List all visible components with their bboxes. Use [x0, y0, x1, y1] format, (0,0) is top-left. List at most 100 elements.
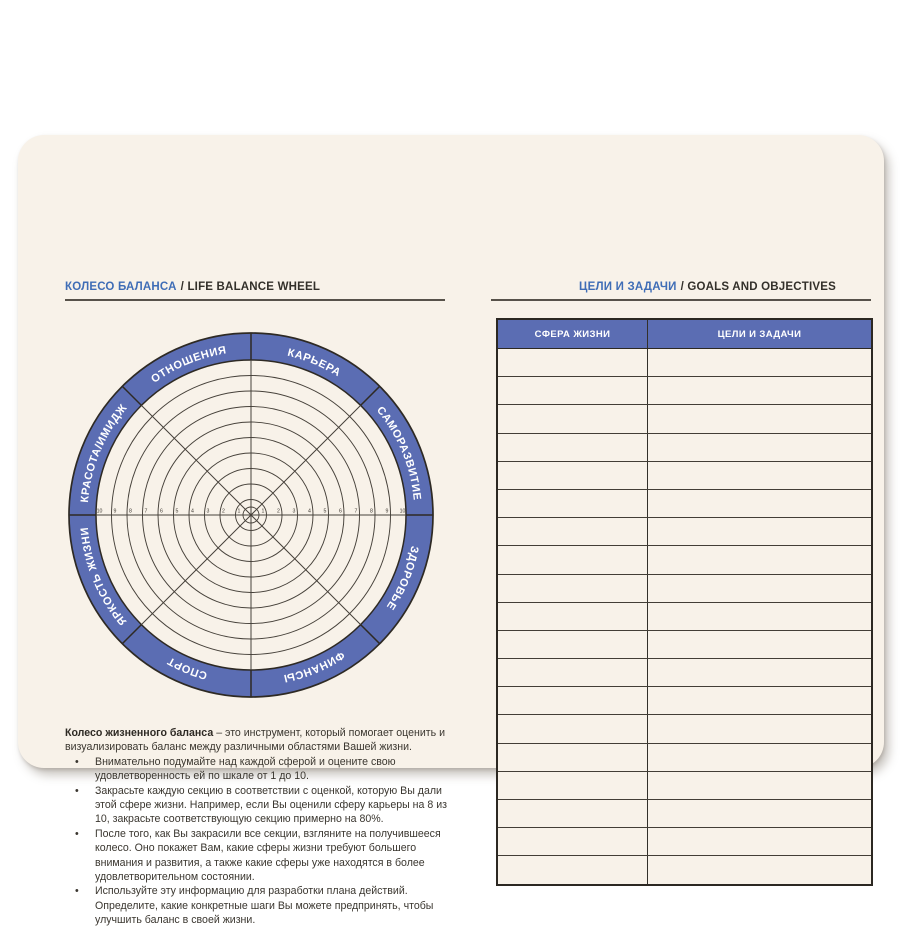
column-header-life-sphere: СФЕРА ЖИЗНИ [496, 318, 648, 349]
life-sphere-cell[interactable] [497, 347, 648, 378]
wheel-scale-number: 10 [97, 508, 103, 514]
goals-cell[interactable] [647, 488, 872, 519]
life-sphere-cell[interactable] [497, 432, 648, 462]
life-sphere-cell[interactable] [497, 742, 648, 772]
wheel-scale-number: 4 [308, 508, 311, 514]
goals-table-row [497, 432, 872, 462]
goals-table-row [497, 742, 872, 772]
goals-table-row [497, 855, 872, 886]
goals-table-row [497, 376, 872, 406]
instruction-bullet: После того, как Вы закрасили все секции,… [65, 827, 457, 885]
right-header-rule [491, 299, 871, 301]
wheel-scale-number: 3 [293, 508, 296, 514]
right-page-title-en: / GOALS AND OBJECTIVES [680, 281, 836, 293]
wheel-scale-number: 5 [324, 508, 327, 514]
life-sphere-cell[interactable] [497, 404, 648, 434]
goals-cell[interactable] [647, 770, 872, 801]
goals-cell[interactable] [647, 601, 872, 631]
right-page-title: ЦЕЛИ И ЗАДАЧИ / GOALS AND OBJECTIVES [579, 281, 836, 293]
instructions-intro-lead: Колесо жизненного баланса [65, 727, 214, 739]
goals-cell[interactable] [647, 714, 872, 744]
goals-cell[interactable] [647, 827, 872, 857]
goals-table-row [497, 798, 872, 829]
left-page-title: КОЛЕСО БАЛАНСА / LIFE BALANCE WHEEL [65, 281, 320, 293]
goals-table-header-row: СФЕРА ЖИЗНИ ЦЕЛИ И ЗАДАЧИ [496, 318, 873, 349]
goals-cell[interactable] [647, 460, 872, 490]
life-sphere-cell[interactable] [497, 629, 648, 660]
instructions-intro-rest: – это инструмент, который помогает оцени… [65, 727, 446, 754]
instructions-bullet-list: Внимательно подумайте над каждой сферой … [65, 755, 457, 928]
life-sphere-cell[interactable] [497, 827, 648, 857]
wheel-scale-number: 2 [277, 508, 280, 514]
goals-table-row [497, 488, 872, 519]
life-sphere-cell[interactable] [497, 545, 648, 575]
instruction-bullet: Закрасьте каждую секцию в соответствии с… [65, 784, 457, 827]
wheel-scale-number: 9 [386, 508, 389, 514]
wheel-scale-number: 4 [191, 508, 194, 514]
life-sphere-cell[interactable] [497, 601, 648, 631]
wheel-scale-number: 2 [222, 508, 225, 514]
goals-table-row [497, 545, 872, 575]
wheel-scale-number: 1 [262, 508, 265, 514]
life-sphere-cell[interactable] [497, 517, 648, 547]
goals-cell[interactable] [647, 545, 872, 575]
right-page-title-ru: ЦЕЛИ И ЗАДАЧИ [579, 281, 677, 293]
wheel-scale-number: 1 [238, 508, 241, 514]
planner-page-spread: КОЛЕСО БАЛАНСА / LIFE BALANCE WHEEL 1 1 2 2 3… [18, 135, 884, 926]
life-sphere-cell[interactable] [497, 460, 648, 490]
goals-table-row [497, 517, 872, 547]
life-sphere-cell[interactable] [497, 658, 648, 688]
goals-table-row [497, 827, 872, 857]
left-header-rule [65, 299, 445, 301]
wheel-instructions: Колесо жизненного баланса – это инструме… [65, 726, 457, 928]
life-balance-wheel: 1 12 23 34 45 56 67 78 89 910 10КАРЬЕРАСАМОРАЗВИТИ… [68, 332, 434, 698]
left-page-title-ru: КОЛЕСО БАЛАНСА [65, 281, 177, 293]
life-sphere-cell[interactable] [497, 376, 648, 406]
goals-table-row [497, 573, 872, 603]
goals-table-row [497, 658, 872, 688]
goals-cell[interactable] [647, 629, 872, 660]
goals-table-row [497, 686, 872, 716]
goals-table-row [497, 601, 872, 631]
goals-table-row [497, 460, 872, 490]
goals-table-row [497, 714, 872, 744]
goals-table-row [497, 629, 872, 660]
goals-cell[interactable] [647, 404, 872, 434]
wheel-scale-number: 3 [207, 508, 210, 514]
instruction-bullet: Внимательно подумайте над каждой сферой … [65, 755, 457, 784]
wheel-scale-number: 7 [355, 508, 358, 514]
wheel-scale-number: 8 [129, 508, 132, 514]
goals-cell[interactable] [647, 658, 872, 688]
instructions-intro: Колесо жизненного баланса – это инструме… [65, 726, 457, 755]
goals-cell[interactable] [647, 347, 872, 378]
wheel-scale-number: 8 [370, 508, 373, 514]
life-sphere-cell[interactable] [497, 686, 648, 716]
wheel-scale-number: 5 [176, 508, 179, 514]
wheel-scale-number: 9 [114, 508, 117, 514]
wheel-scale-number: 6 [339, 508, 342, 514]
wheel-scale-number: 7 [145, 508, 148, 514]
goals-cell[interactable] [647, 855, 872, 886]
life-sphere-cell[interactable] [497, 770, 648, 801]
goals-cell[interactable] [647, 573, 872, 603]
goals-table-row [497, 770, 872, 801]
goals-cell[interactable] [647, 432, 872, 462]
goals-table-row [497, 404, 872, 434]
life-sphere-cell[interactable] [497, 488, 648, 519]
goals-cell[interactable] [647, 686, 872, 716]
goals-cell[interactable] [647, 517, 872, 547]
left-page-title-en: / LIFE BALANCE WHEEL [180, 281, 321, 293]
goals-cell[interactable] [647, 742, 872, 772]
instruction-bullet: Используйте эту информацию для разработк… [65, 884, 457, 927]
goals-cell[interactable] [647, 376, 872, 406]
life-sphere-cell[interactable] [497, 855, 648, 886]
life-sphere-cell[interactable] [497, 573, 648, 603]
wheel-scale-number: 10 [400, 508, 406, 514]
goals-cell[interactable] [647, 798, 872, 829]
wheel-scale-number: 6 [160, 508, 163, 514]
life-sphere-cell[interactable] [497, 714, 648, 744]
life-sphere-cell[interactable] [497, 798, 648, 829]
goals-table-row [497, 347, 872, 378]
column-header-goals: ЦЕЛИ И ЗАДАЧИ [647, 318, 873, 349]
goals-table: СФЕРА ЖИЗНИ ЦЕЛИ И ЗАДАЧИ [496, 318, 873, 886]
